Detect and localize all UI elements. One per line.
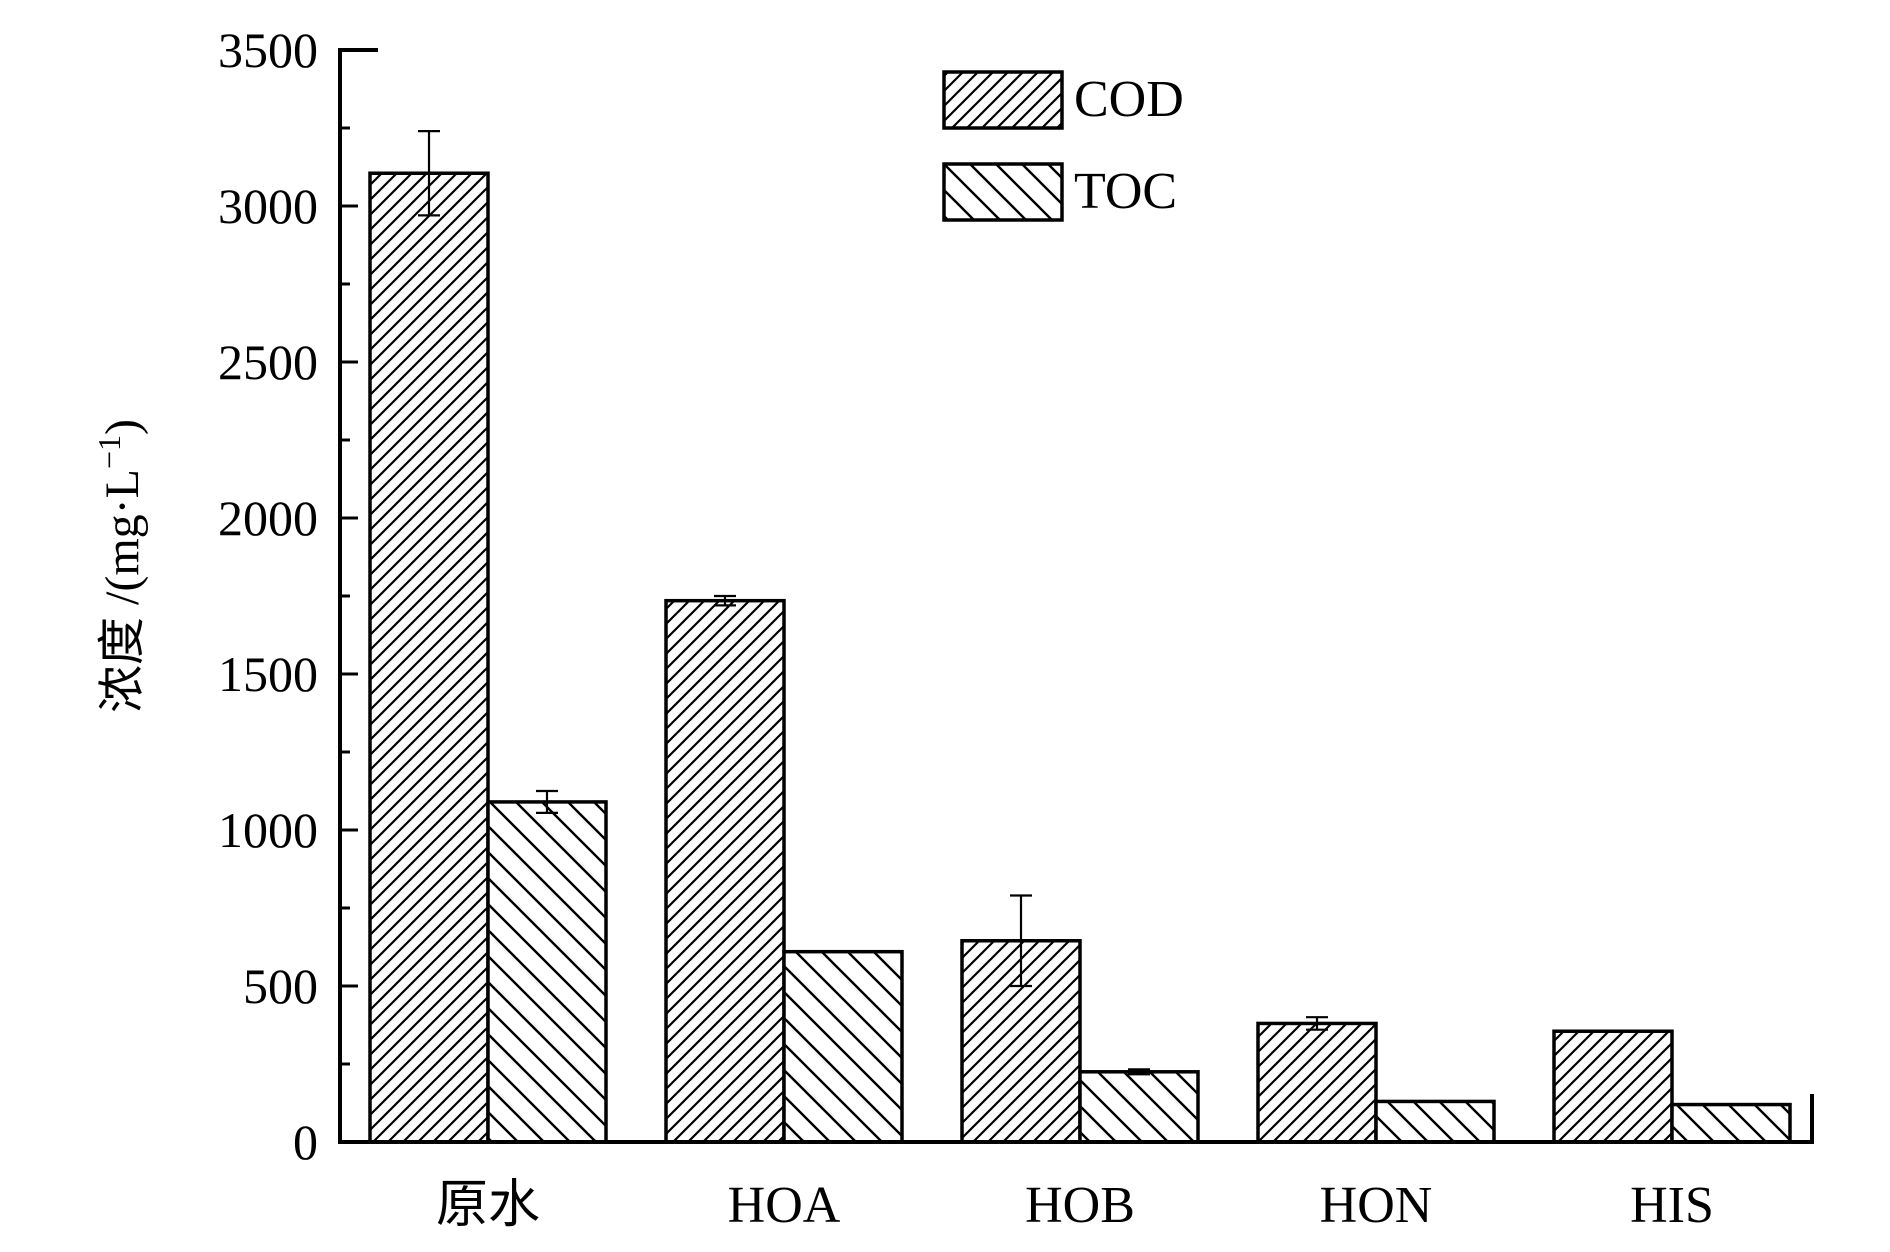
legend-item-toc: TOC (942, 162, 1177, 222)
y-tick-label-2000: 2000 (218, 490, 318, 546)
bars-group (368, 171, 1792, 1144)
legend-label-toc: TOC (1074, 163, 1177, 220)
bar-cod-1 (664, 598, 786, 1144)
y-tick-label-0: 0 (293, 1114, 318, 1170)
y-tick-label-2500: 2500 (218, 334, 318, 390)
bar-toc-0 (486, 800, 608, 1144)
x-tick-label-1: HOA (728, 1177, 841, 1234)
legend: COD TOC (942, 70, 1184, 222)
bar-toc-2 (1078, 1070, 1200, 1144)
bar-toc-4 (1670, 1102, 1792, 1144)
x-tick-label-0: 原水 (436, 1177, 540, 1234)
y-tick-label-3500: 3500 (218, 22, 318, 78)
x-labels-group: 原水 HOA HOB HON HIS (436, 1177, 1714, 1234)
plot-area (368, 130, 1792, 1144)
bar-toc-3 (1374, 1099, 1496, 1144)
x-tick-label-4: HIS (1630, 1177, 1714, 1234)
error-bar-cod-0 (418, 130, 440, 217)
y-tick-label-500: 500 (243, 958, 318, 1014)
error-bar-toc-0 (536, 789, 558, 814)
legend-swatch-toc (942, 162, 1064, 222)
error-bar-toc-2 (1128, 1068, 1150, 1076)
error-bar-cod-2 (1010, 894, 1032, 988)
error-bars-group (418, 130, 1328, 1076)
y-tick-label-3000: 3000 (218, 178, 318, 234)
x-tick-label-2: HOB (1025, 1177, 1135, 1234)
bar-cod-4 (1552, 1029, 1674, 1144)
y-tick-label-1000: 1000 (218, 802, 318, 858)
legend-item-cod: COD (942, 70, 1184, 130)
bar-cod-3 (1256, 1021, 1378, 1144)
y-axis-title: 浓度 /(mg·L−1) (91, 419, 149, 713)
legend-label-cod: COD (1074, 71, 1184, 128)
y-tick-label-1500: 1500 (218, 646, 318, 702)
bar-cod-0 (368, 171, 490, 1144)
error-bar-cod-1 (714, 594, 736, 607)
legend-swatch-cod (942, 70, 1064, 130)
y-ticks-group: 0 500 1000 1500 2000 2500 3000 3500 (218, 22, 358, 1170)
x-tick-label-3: HON (1320, 1177, 1433, 1234)
bar-toc-1 (782, 949, 904, 1144)
error-bar-cod-3 (1306, 1016, 1328, 1031)
